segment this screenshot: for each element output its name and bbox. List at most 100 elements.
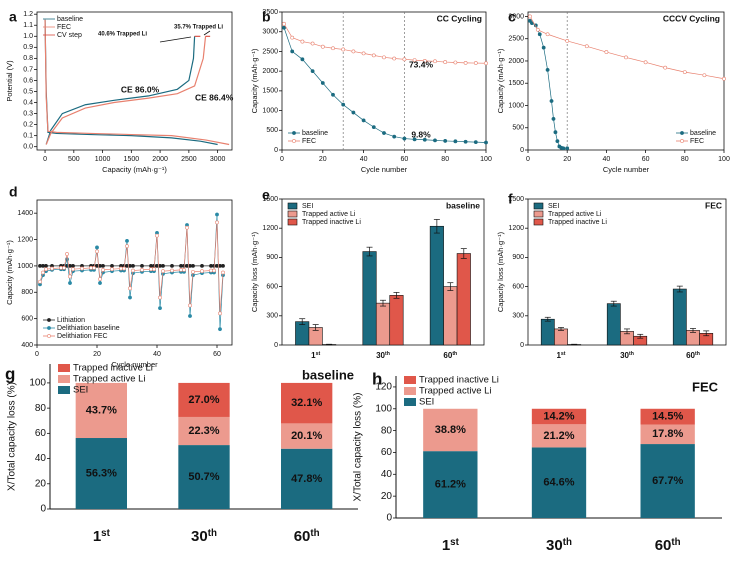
x-tick-label: 20 (93, 351, 101, 358)
data-point (402, 57, 407, 62)
x-tick-label: 40 (153, 351, 161, 358)
x-tick-label: 3000 (210, 156, 226, 163)
y-tick-label: 20 (381, 491, 393, 502)
y-tick-label: 0.5 (23, 88, 33, 95)
bar-segment (178, 445, 230, 509)
data-point (71, 264, 75, 268)
y-tick-label: 600 (266, 283, 278, 290)
legend-label: Trapped inactive Li (419, 375, 499, 386)
data-point (140, 264, 144, 268)
annotation: 73.4% (409, 59, 434, 69)
data-line (529, 20, 568, 149)
y-tick-label: 1200 (17, 236, 33, 243)
x-tick-label: 0 (280, 156, 284, 163)
y-tick-label: 40 (381, 469, 393, 480)
y-tick-label: 1.1 (23, 22, 33, 29)
legend-label: baseline (302, 130, 328, 137)
data-point (110, 267, 114, 272)
data-point (300, 57, 305, 62)
data-point (422, 58, 427, 63)
y-tick-label: 1500 (508, 196, 524, 203)
legend-marker (47, 318, 51, 322)
data-point (101, 264, 105, 268)
x-tick-label: 1st (442, 537, 460, 554)
x-tick-label: 40 (603, 156, 611, 163)
data-point (290, 35, 295, 40)
legend-label: FEC (57, 24, 71, 31)
x-tick-label: 80 (441, 156, 449, 163)
y-tick-label: 0 (520, 342, 524, 349)
bar-segment (423, 451, 478, 518)
x-tick-label: 30th (546, 537, 572, 554)
data-point (331, 92, 335, 97)
arrow (159, 36, 192, 43)
data-point (535, 27, 540, 32)
data-point (92, 265, 96, 270)
data-point (44, 264, 48, 268)
data-point (341, 47, 346, 52)
bar-segment (281, 382, 333, 424)
y-tick-label: 3000 (262, 29, 278, 36)
data-point (68, 281, 72, 285)
x-tick-label: 20 (563, 156, 571, 163)
data-point (382, 55, 386, 60)
data-line (44, 19, 230, 146)
y-tick-label: 1200 (262, 225, 278, 232)
data-point (682, 70, 687, 74)
legend-label: FEC (690, 138, 704, 145)
x-tick-label: 60 (401, 156, 409, 163)
legend-label: SEI (302, 203, 313, 210)
data-point (152, 267, 156, 272)
legend-label: Lithiation (57, 317, 85, 324)
data-point (191, 269, 195, 274)
x-tick-label: 1st (311, 351, 320, 360)
panel-letter: g (5, 364, 15, 383)
data-point (290, 49, 295, 54)
plot-frame (527, 11, 725, 151)
data-point (215, 220, 219, 225)
data-line (529, 16, 725, 80)
data-point (122, 266, 126, 271)
data-point (553, 130, 558, 135)
data-point (128, 286, 132, 291)
data-point (422, 137, 427, 142)
data-point (131, 264, 135, 268)
annotation: 9.8% (411, 129, 431, 139)
x-axis-label: Cycle number (111, 360, 158, 369)
data-point (702, 73, 707, 78)
x-tick-label: 40 (360, 156, 368, 163)
value-label: 17.8% (652, 428, 683, 440)
data-point (215, 212, 219, 217)
y-tick-label: 600 (21, 315, 33, 322)
legend-swatch (287, 218, 298, 226)
data-point (537, 32, 542, 37)
y-tick-label: 120 (375, 382, 392, 393)
bar-segment (640, 444, 695, 518)
x-tick-label: 0 (43, 156, 47, 163)
y-tick-label: 0.4 (23, 99, 33, 106)
y-tick-label: 0 (520, 147, 524, 154)
data-point (110, 264, 114, 268)
legend-swatch (533, 202, 544, 210)
bar (295, 321, 310, 346)
chart-title: baseline (302, 367, 354, 382)
data-point (310, 69, 315, 74)
panel-letter: a (9, 9, 17, 25)
data-point (361, 118, 366, 123)
legend-marker (47, 334, 51, 338)
x-tick-label: 0 (35, 351, 39, 358)
y-axis-label: X/Total capacity loss (%) (353, 393, 364, 502)
legend-label: Trapped inactive Li (302, 219, 361, 226)
bar (540, 318, 555, 346)
y-tick-label: 1.2 (23, 11, 33, 18)
bar (443, 286, 458, 346)
y-tick-label: 0.0 (23, 144, 33, 151)
data-point (412, 137, 417, 142)
y-tick-label: 20 (35, 478, 47, 489)
data-point (565, 39, 570, 43)
panel-letter: e (262, 187, 270, 203)
data-point (212, 268, 216, 273)
legend-label: CV step (57, 32, 82, 39)
bar-segment (281, 448, 333, 509)
bar (362, 251, 377, 346)
